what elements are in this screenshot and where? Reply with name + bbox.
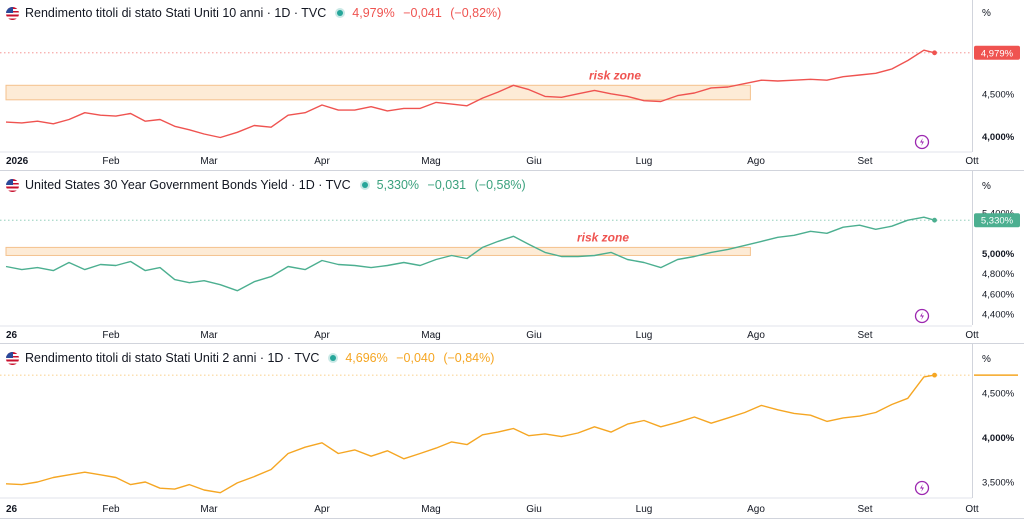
series-line-us02y xyxy=(5,374,935,494)
time-axis-label: Feb xyxy=(102,330,120,341)
legend-change: −0,040 xyxy=(396,351,435,365)
time-axis-label: Set xyxy=(857,330,872,341)
risk-zone-rect xyxy=(5,246,751,256)
time-axis-label: Lug xyxy=(636,504,653,515)
time-axis-label: Feb xyxy=(102,504,120,515)
price-axis-border xyxy=(972,0,973,152)
series-line-us30y xyxy=(5,216,935,292)
series-line-us10y xyxy=(5,49,935,139)
time-axis-label: Mag xyxy=(421,156,440,167)
flash-icon-bolt xyxy=(920,138,924,146)
time-axis-label: Ott xyxy=(965,156,979,167)
price-tag xyxy=(974,45,1020,60)
legend-title: Rendimento titoli di stato Stati Uniti 1… xyxy=(25,6,327,20)
time-axis-label: Lug xyxy=(636,330,653,341)
time-axis-label: Ago xyxy=(747,156,765,167)
time-axis-label: 26 xyxy=(6,504,18,515)
time-axis-label: Ott xyxy=(965,504,979,515)
last-point-marker xyxy=(932,372,937,378)
price-axis-label: 4,500% xyxy=(982,388,1015,399)
price-tag-label: 5,330% xyxy=(981,216,1014,227)
risk-zone-label: risk zone xyxy=(577,230,629,244)
time-axis-label: 2026 xyxy=(6,156,29,167)
time-axis-label: Giu xyxy=(526,156,542,167)
us-flag-icon xyxy=(6,351,19,365)
time-axis-label: 26 xyxy=(6,330,18,341)
time-axis-label: Mar xyxy=(200,156,218,167)
price-axis-label: 5,000% xyxy=(982,249,1015,260)
time-axis-label: Set xyxy=(857,504,872,515)
us-flag-icon xyxy=(6,178,19,192)
legend-title: United States 30 Year Government Bonds Y… xyxy=(25,178,351,192)
legend-last-value: 4,696% xyxy=(345,351,388,365)
price-axis-label: 4,000% xyxy=(982,132,1015,143)
time-axis-label: Giu xyxy=(526,504,542,515)
legend-change: −0,031 xyxy=(427,178,467,192)
time-axis-label: Ott xyxy=(965,330,979,341)
flash-icon xyxy=(914,308,930,324)
legend-change-pct: (−0,84%) xyxy=(443,351,495,365)
time-axis-label: Apr xyxy=(314,330,330,341)
price-axis-border xyxy=(972,343,973,498)
flash-icon xyxy=(914,480,930,496)
time-axis-label: Mar xyxy=(200,504,218,515)
price-tag xyxy=(974,213,1020,228)
risk-zone-label: risk zone xyxy=(589,68,641,82)
time-axis-label: Lug xyxy=(636,156,653,167)
time-axis-label: Mag xyxy=(421,330,440,341)
us-flag-icon xyxy=(6,6,19,20)
time-axis-label: Feb xyxy=(102,156,120,167)
price-tag-label: 4,979% xyxy=(981,48,1014,59)
time-axis-label: Apr xyxy=(314,504,330,515)
panel-separator[interactable] xyxy=(0,170,1024,171)
legend-last-value: 4,979% xyxy=(352,6,395,20)
price-axis-border xyxy=(972,170,973,325)
last-point-marker xyxy=(932,217,937,223)
last-point-marker xyxy=(932,50,937,56)
price-axis-label: 4,000% xyxy=(982,433,1015,444)
panel-separator xyxy=(0,518,1024,519)
time-axis-label: Ago xyxy=(747,504,765,515)
legend-change: −0,041 xyxy=(403,6,442,20)
legend-change-pct: (−0,82%) xyxy=(450,6,502,20)
risk-zone-rect xyxy=(5,84,751,101)
flash-icon-bolt xyxy=(920,484,924,492)
price-axis-label: 3,500% xyxy=(982,477,1015,488)
price-axis-label: 4,400% xyxy=(982,309,1015,320)
time-axis-label: Ago xyxy=(747,330,765,341)
legend-last-value: 5,330% xyxy=(376,178,420,192)
time-axis-label: Mar xyxy=(200,330,218,341)
legend-us30y[interactable]: United States 30 Year Government Bonds Y… xyxy=(6,175,531,195)
price-axis-label: 4,500% xyxy=(982,89,1015,100)
time-axis-label: Set xyxy=(857,156,872,167)
time-axis-label: Apr xyxy=(314,156,330,167)
legend-us02y[interactable]: Rendimento titoli di stato Stati Uniti 2… xyxy=(6,348,499,368)
flash-icon xyxy=(914,134,930,150)
legend-change-pct: (−0,58%) xyxy=(474,178,526,192)
legend-title: Rendimento titoli di stato Stati Uniti 2… xyxy=(25,351,320,365)
panel-separator[interactable] xyxy=(0,343,1024,344)
price-axis-label: 4,800% xyxy=(982,269,1015,280)
price-axis-label: 4,600% xyxy=(982,289,1015,300)
flash-icon-bolt xyxy=(920,312,924,320)
price-axis-unit: % xyxy=(982,181,991,192)
price-axis-unit: % xyxy=(982,354,991,365)
time-axis-label: Giu xyxy=(526,330,542,341)
legend-us10y[interactable]: Rendimento titoli di stato Stati Uniti 1… xyxy=(6,3,506,23)
price-axis-unit: % xyxy=(982,8,991,19)
time-axis-label: Mag xyxy=(421,504,440,515)
